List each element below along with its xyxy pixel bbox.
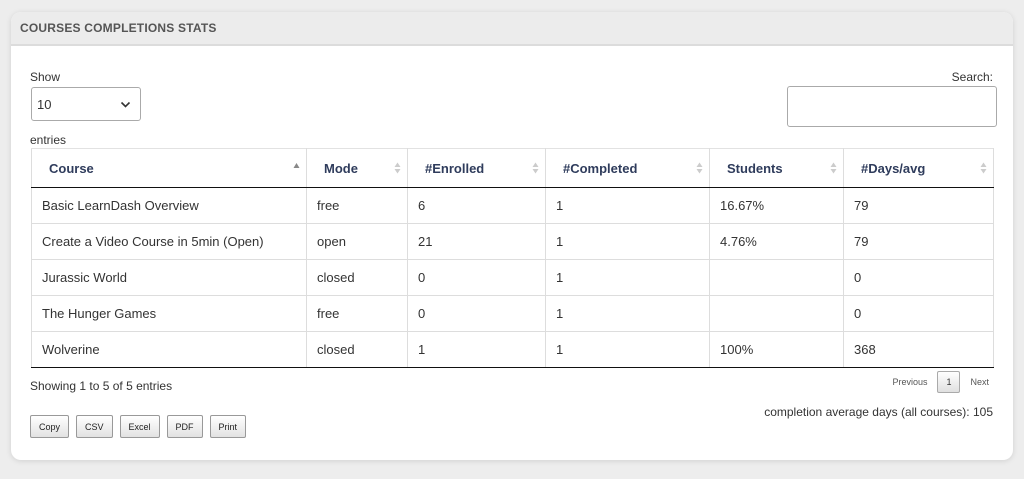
cell-course: Create a Video Course in 5min (Open) <box>31 223 307 260</box>
cell-mode: free <box>306 295 408 332</box>
col-header-students[interactable]: Students <box>709 148 844 188</box>
page-1-button[interactable]: 1 <box>937 371 961 393</box>
csv-button[interactable]: CSV <box>76 415 113 438</box>
cell-days-avg: 0 <box>843 259 994 296</box>
entries-length-value: 10 <box>37 96 52 112</box>
cell-mode: closed <box>306 259 408 296</box>
col-header-completed[interactable]: #Completed <box>545 148 710 188</box>
search-input[interactable] <box>787 86 997 127</box>
cell-students <box>709 295 844 332</box>
sort-icon <box>830 162 837 174</box>
col-header-course[interactable]: Course <box>31 148 307 188</box>
sort-icon <box>980 162 987 174</box>
cell-mode: open <box>306 223 408 260</box>
cell-course: Wolverine <box>31 331 307 368</box>
cell-students: 4.76% <box>709 223 844 260</box>
sort-icon <box>394 162 401 174</box>
col-header-mode[interactable]: Mode <box>306 148 408 188</box>
cell-students: 16.67% <box>709 187 844 224</box>
stats-panel: COURSES COMPLETIONS STATS Show 10 entrie… <box>11 12 1013 460</box>
cell-completed: 1 <box>545 187 710 224</box>
table-row: Create a Video Course in 5min (Open) ope… <box>31 223 994 260</box>
cell-mode: free <box>306 187 408 224</box>
pdf-button[interactable]: PDF <box>166 415 203 438</box>
panel-title: COURSES COMPLETIONS STATS <box>20 21 217 35</box>
sort-asc-icon <box>293 163 300 168</box>
sort-icon <box>696 162 703 174</box>
search-label: Search: <box>951 70 993 84</box>
cell-enrolled: 0 <box>407 259 546 296</box>
cell-completed: 1 <box>545 223 710 260</box>
cell-enrolled: 0 <box>407 295 546 332</box>
table-row: Jurassic World closed 0 1 0 <box>31 259 994 296</box>
entries-length-select[interactable]: 10 <box>31 87 141 121</box>
copy-button[interactable]: Copy <box>30 415 70 438</box>
export-buttons: Copy CSV Excel PDF Print <box>30 415 247 438</box>
cell-course: Jurassic World <box>31 259 307 296</box>
cell-enrolled: 21 <box>407 223 546 260</box>
completion-average: completion average days (all courses): 1… <box>764 405 993 419</box>
cell-completed: 1 <box>545 331 710 368</box>
sort-icon <box>532 162 539 174</box>
cell-days-avg: 368 <box>843 331 994 368</box>
entries-label: entries <box>30 133 67 147</box>
chevron-down-icon <box>120 101 131 108</box>
excel-button[interactable]: Excel <box>119 415 160 438</box>
col-header-days-avg[interactable]: #Days/avg <box>843 148 994 188</box>
pagination: Previous 1 Next <box>888 371 993 393</box>
table-row: Basic LearnDash Overview free 6 1 16.67%… <box>31 187 994 224</box>
cell-enrolled: 1 <box>407 331 546 368</box>
cell-days-avg: 79 <box>843 223 994 260</box>
table-info: Showing 1 to 5 of 5 entries <box>30 379 173 393</box>
course-stats-table: Course Mode #Enrolled #Completed Student… <box>31 148 994 368</box>
cell-students <box>709 259 844 296</box>
panel-header: COURSES COMPLETIONS STATS <box>11 12 1013 46</box>
cell-mode: closed <box>306 331 408 368</box>
next-page-button[interactable]: Next <box>970 377 989 387</box>
cell-course: The Hunger Games <box>31 295 307 332</box>
previous-page-button[interactable]: Previous <box>892 377 928 387</box>
cell-completed: 1 <box>545 295 710 332</box>
table-row: The Hunger Games free 0 1 0 <box>31 295 994 332</box>
cell-days-avg: 79 <box>843 187 994 224</box>
cell-completed: 1 <box>545 259 710 296</box>
table-header-row: Course Mode #Enrolled #Completed Student… <box>31 148 994 188</box>
cell-students: 100% <box>709 331 844 368</box>
cell-course: Basic LearnDash Overview <box>31 187 307 224</box>
table-row: Wolverine closed 1 1 100% 368 <box>31 331 994 368</box>
print-button[interactable]: Print <box>209 415 247 438</box>
col-header-enrolled[interactable]: #Enrolled <box>407 148 546 188</box>
cell-enrolled: 6 <box>407 187 546 224</box>
show-label: Show <box>30 70 61 84</box>
cell-days-avg: 0 <box>843 295 994 332</box>
